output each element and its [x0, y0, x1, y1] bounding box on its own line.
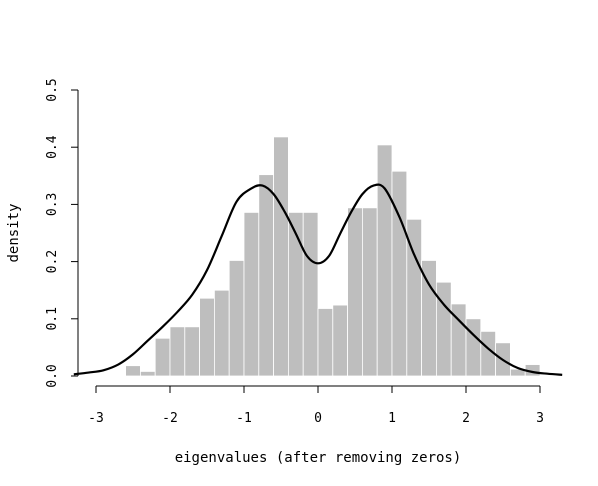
- x-tick-label: -1: [236, 411, 252, 426]
- histogram-bar: [465, 318, 482, 377]
- histogram-bars: [125, 136, 541, 377]
- histogram-bar: [243, 212, 260, 377]
- y-tick-label: 0.3: [45, 193, 60, 216]
- y-tick-label: 0.2: [45, 250, 60, 273]
- histogram-bar: [361, 207, 378, 377]
- histogram-bar: [213, 289, 230, 377]
- x-axis-ticks: -3 -2 -1 0 1 2 3: [88, 386, 544, 426]
- density-curve: [73, 183, 563, 376]
- histogram-bar: [317, 308, 334, 377]
- histogram-bar: [184, 326, 201, 377]
- y-axis-ticks: 0.0 0.1 0.2 0.3 0.4 0.5: [45, 78, 78, 388]
- histogram-bar: [154, 337, 171, 377]
- histogram-bar: [391, 170, 408, 377]
- histogram-bar: [273, 136, 289, 377]
- histogram-bar: [302, 212, 319, 377]
- x-tick-label: -2: [162, 411, 178, 426]
- y-tick-label: 0.5: [45, 78, 60, 101]
- y-axis-title: density: [6, 203, 22, 262]
- histogram-bar: [435, 281, 452, 377]
- y-tick-label: 0.1: [45, 307, 60, 330]
- y-tick-label: 0.0: [45, 364, 60, 387]
- histogram-bar: [199, 297, 215, 377]
- x-tick-label: 3: [536, 411, 544, 426]
- x-tick-label: 0: [314, 411, 322, 426]
- x-tick-label: 1: [388, 411, 396, 426]
- x-tick-label: -3: [88, 411, 104, 426]
- histogram-bar: [332, 304, 348, 377]
- x-axis-title: eigenvalues (after removing zeros): [175, 450, 462, 466]
- histogram-bar: [139, 371, 156, 377]
- histogram-bar: [347, 207, 363, 377]
- x-tick-label: 2: [462, 411, 470, 426]
- histogram-bar: [287, 212, 304, 377]
- histogram-bar: [376, 144, 393, 377]
- histogram-bar: [258, 174, 274, 377]
- histogram-bar: [228, 260, 245, 377]
- histogram-bar: [421, 260, 437, 377]
- y-tick-label: 0.4: [45, 135, 60, 159]
- histogram-bar: [169, 326, 186, 377]
- histogram-bar: [125, 365, 141, 377]
